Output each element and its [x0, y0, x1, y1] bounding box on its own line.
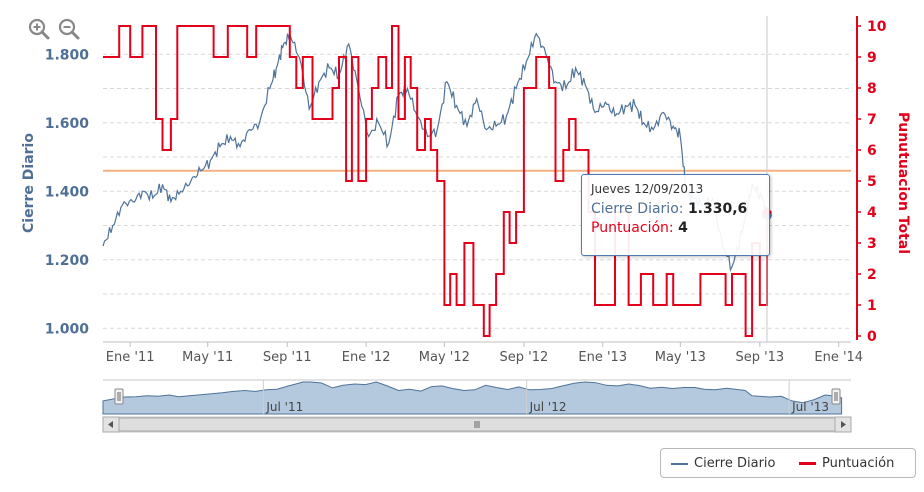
tooltip-score-value: 4 — [678, 220, 688, 236]
legend-item-puntuacion[interactable]: Puntuación — [799, 456, 894, 471]
y-axis-left: 1.000 1.200 1.400 1.600 1.800 — [45, 47, 90, 337]
x-tick-label: Ene '14 — [814, 350, 863, 365]
navigator-handle-right[interactable] — [831, 388, 841, 405]
y-right-tick-label: 4 — [867, 205, 877, 221]
zoom-in-icon — [28, 18, 50, 40]
x-tick-label: Ene '11 — [106, 350, 155, 365]
y-right-tick-label: 10 — [867, 19, 887, 35]
navigator-tick-label: Jul '12 — [529, 400, 567, 414]
y-right-tick-label: 7 — [867, 112, 877, 128]
series-line-puntuacion — [103, 25, 768, 337]
y-left-tick-label: 1.800 — [45, 47, 90, 63]
y-right-tick-label: 1 — [867, 298, 877, 314]
y-left-tick-label: 1.000 — [45, 321, 90, 337]
y-right-tick-label: 6 — [867, 143, 877, 159]
y-axis-left-title: Cierre Diario — [21, 133, 37, 233]
y-axis-right: 0 1 2 3 4 5 6 7 8 9 10 — [856, 16, 887, 345]
zoom-in-button[interactable] — [28, 18, 50, 40]
x-tick-label: May '12 — [419, 350, 470, 365]
y-left-tick-label: 1.600 — [45, 116, 90, 132]
legend-label-score: Puntuación — [822, 456, 895, 471]
tooltip-score-label: Puntuación — [591, 220, 669, 236]
x-tick-label: Sep '11 — [263, 350, 312, 365]
x-tick-label: Ene '13 — [578, 350, 627, 365]
series-line-cierre-diario — [102, 31, 768, 273]
y-right-tick-label: 2 — [867, 267, 877, 283]
y-axis-right-title: Punutuacion Total — [895, 112, 911, 254]
x-tick-label: Sep '12 — [499, 350, 548, 365]
legend: Cierre Diario Puntuación — [660, 448, 916, 478]
legend-swatch-score — [799, 462, 816, 465]
tooltip: Jueves 12/09/2013 Cierre Diario: 1.330,6… — [581, 174, 770, 256]
x-tick-label: Ene '12 — [342, 350, 391, 365]
tooltip-row-price: Cierre Diario: 1.330,6 — [591, 201, 748, 217]
y-right-tick-label: 5 — [867, 174, 877, 190]
navigator-tick-label: Jul '11 — [265, 400, 303, 414]
zoom-out-button[interactable] — [58, 18, 80, 40]
navigator-handle-left[interactable] — [114, 388, 124, 405]
navigator[interactable]: Jul '11 Jul '12 Jul '13 — [102, 379, 852, 433]
arrow-left-icon — [108, 421, 113, 428]
x-tick-label: May '13 — [655, 350, 706, 365]
x-tick-label: Sep '13 — [735, 350, 784, 365]
arrow-right-icon — [841, 421, 846, 428]
navigator-series-area — [102, 381, 843, 415]
tooltip-price-value: 1.330,6 — [687, 201, 748, 217]
tooltip-date: Jueves 12/09/2013 — [591, 182, 704, 196]
y-right-tick-label: 8 — [867, 81, 877, 97]
y-left-tick-label: 1.400 — [45, 184, 90, 200]
y-right-tick-label: 3 — [867, 236, 877, 252]
y-left-tick-label: 1.200 — [45, 253, 90, 269]
zoom-out-icon — [58, 18, 80, 40]
tooltip-row-score: Puntuación: 4 — [591, 220, 688, 236]
y-right-tick-label: 9 — [867, 50, 877, 66]
legend-swatch-price — [671, 462, 688, 465]
x-axis: Ene '11 May '11 Sep '11 Ene '12 May '12 Sep '… — [103, 341, 863, 365]
legend-label-price: Cierre Diario — [694, 456, 776, 471]
tooltip-price-label: Cierre Diario — [591, 201, 679, 217]
navigator-tick-label: Jul '13 — [791, 400, 829, 414]
y-right-tick-label: 0 — [867, 329, 877, 345]
x-tick-label: May '11 — [182, 350, 233, 365]
legend-item-cierre-diario[interactable]: Cierre Diario — [671, 456, 776, 471]
